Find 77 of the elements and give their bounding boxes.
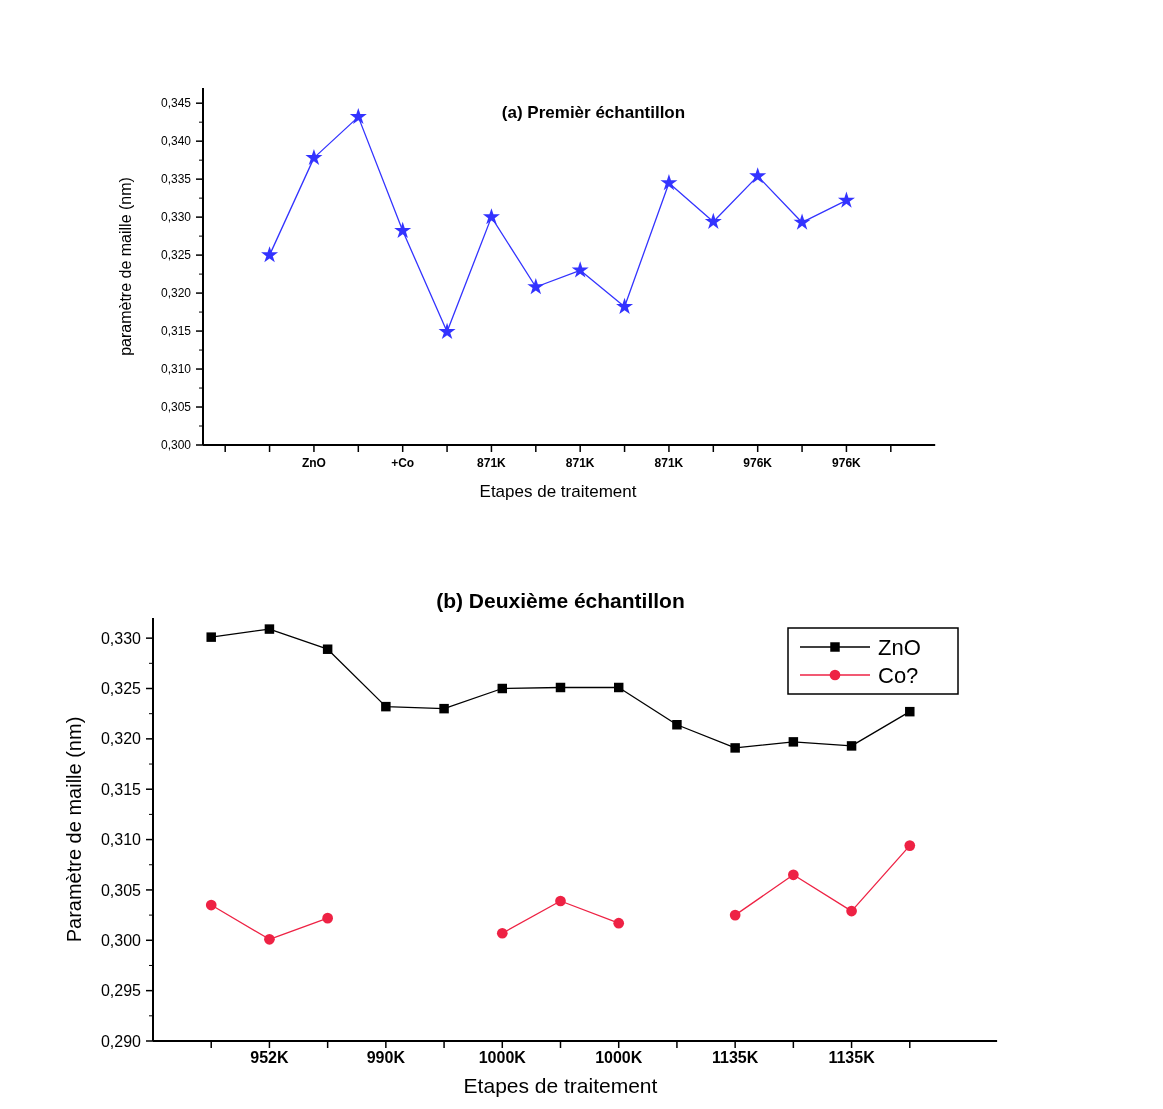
y-tick-label: 0,325 <box>100 680 142 698</box>
point <box>527 278 545 295</box>
text: (a) Premièr échantillon <box>501 103 686 122</box>
y-tick-label: 0,300 <box>160 438 192 453</box>
x-tick-label: 1000K <box>595 1049 643 1066</box>
x-tick-label: 1000K <box>478 1049 527 1066</box>
y-tick-label: 0,290 <box>100 1032 142 1050</box>
x-axis-title: Etapes de traitement <box>479 482 637 501</box>
y-tick-label: 0,310 <box>100 831 142 849</box>
point <box>322 912 333 924</box>
chart-title: (b) Deuxième échantillon <box>436 589 685 612</box>
x-tick-label: 1135K <box>828 1049 876 1066</box>
y-tick-label: 0,300 <box>100 931 142 949</box>
point <box>496 927 508 939</box>
x-tick-label: 1135K <box>712 1049 759 1066</box>
point <box>206 632 216 642</box>
point <box>729 909 741 921</box>
point <box>616 297 634 314</box>
point <box>672 720 682 730</box>
y-tick-label: 0,325 <box>160 248 192 263</box>
y-tick-label: 0,320 <box>100 730 142 748</box>
x-tick-label: 990K <box>366 1049 406 1066</box>
point <box>904 840 916 851</box>
y-tick-label: 0,315 <box>160 324 192 339</box>
y-tick-label: 0,335 <box>160 172 192 187</box>
legend-label: ZnO <box>878 634 921 660</box>
point <box>438 322 456 340</box>
point <box>730 743 740 753</box>
legend-label: Co? <box>878 662 919 688</box>
point <box>482 208 500 225</box>
point <box>788 869 799 881</box>
y-tick-label: 0,340 <box>160 134 192 149</box>
x-tick-label: 871K <box>565 456 595 470</box>
y-tick-label: 0,305 <box>160 400 192 415</box>
x-tick-label: 976K <box>832 456 862 470</box>
point <box>205 899 217 911</box>
x-tick-label: 976K <box>743 456 773 470</box>
point <box>788 737 799 747</box>
x-tick-label: ZnO <box>301 456 326 470</box>
y-axis-title: Paramètre de maille (nm) <box>63 716 85 943</box>
x-tick-label: 871K <box>654 456 684 470</box>
point <box>660 173 678 191</box>
x-tick-label: +Co <box>391 456 415 470</box>
point <box>305 148 323 166</box>
point <box>322 644 333 654</box>
point <box>793 213 811 230</box>
y-tick-label: 0,295 <box>100 982 142 1000</box>
point <box>846 905 857 917</box>
point <box>264 933 275 945</box>
point <box>394 221 412 239</box>
x-tick-label: 952K <box>250 1049 289 1066</box>
point <box>349 107 367 125</box>
point <box>555 682 566 693</box>
point <box>571 261 589 278</box>
y-tick-label: 0,310 <box>160 362 192 377</box>
point <box>613 917 625 929</box>
point <box>497 683 508 694</box>
y-tick-label: 0,320 <box>160 286 192 301</box>
y-tick-label: 0,330 <box>100 629 142 647</box>
point <box>381 701 391 712</box>
point <box>905 706 915 717</box>
point <box>749 167 767 184</box>
y-tick-label: 0,305 <box>100 881 142 899</box>
y-tick-label: 0,315 <box>100 780 142 798</box>
point <box>439 703 449 714</box>
point <box>261 246 279 263</box>
point <box>264 624 275 634</box>
x-axis-title: Etapes de traitement <box>463 1074 658 1097</box>
point <box>613 682 624 693</box>
x-tick-label: 871K <box>477 456 507 470</box>
y-tick-label: 0,330 <box>160 210 192 225</box>
y-axis-title: paramètre de maille (nm) <box>117 177 134 356</box>
point <box>837 191 855 208</box>
point <box>846 741 857 751</box>
point <box>704 212 722 229</box>
point <box>555 895 566 907</box>
y-tick-label: 0,345 <box>160 96 192 111</box>
